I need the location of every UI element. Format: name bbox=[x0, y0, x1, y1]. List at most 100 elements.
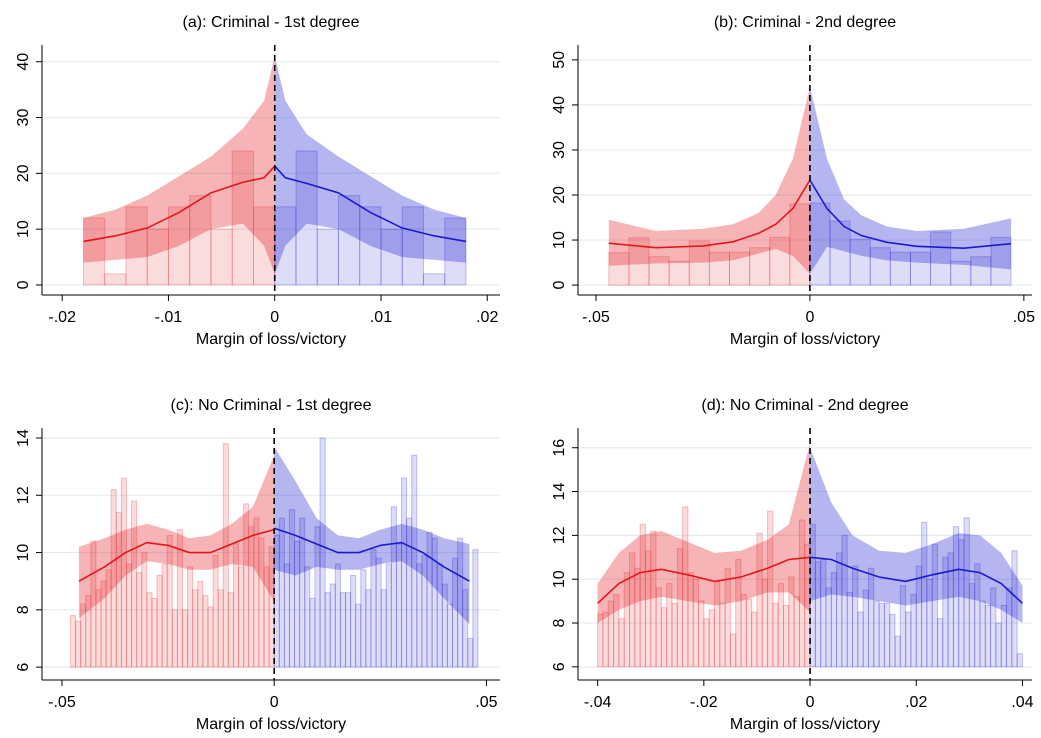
x-axis-label: Margin of loss/victory bbox=[730, 716, 880, 733]
histogram-bar bbox=[171, 609, 178, 668]
fit-line bbox=[78, 528, 275, 582]
histogram-bar bbox=[809, 523, 816, 668]
x-tick-label: 0 bbox=[270, 309, 279, 326]
histogram-bar bbox=[217, 589, 224, 668]
histogram-bar bbox=[395, 543, 403, 668]
y-tick-label: 40 bbox=[551, 96, 568, 114]
histogram-bar bbox=[344, 592, 352, 668]
x-tick-label: -.05 bbox=[582, 309, 610, 326]
histogram-bar bbox=[883, 602, 891, 668]
histogram-bar bbox=[671, 602, 678, 668]
histogram-bar bbox=[899, 585, 907, 668]
histogram-bar bbox=[597, 613, 604, 668]
histogram-bar bbox=[857, 611, 864, 668]
histogram-bar bbox=[995, 622, 1002, 668]
histogram-bar bbox=[110, 489, 117, 668]
histogram-bar bbox=[309, 597, 316, 668]
histogram-bar bbox=[915, 565, 923, 668]
histogram-bar bbox=[416, 563, 423, 668]
histogram-bar bbox=[100, 580, 107, 668]
histogram-bar bbox=[319, 437, 326, 668]
histogram-bar bbox=[889, 251, 911, 286]
histogram-bar bbox=[1016, 653, 1023, 668]
histogram-bar bbox=[772, 602, 779, 668]
x-tick-label: -.04 bbox=[584, 694, 612, 711]
histogram-bar bbox=[676, 548, 684, 668]
histogram-bar bbox=[125, 206, 148, 286]
histogram-bar bbox=[984, 604, 992, 668]
x-tick-label: .05 bbox=[1013, 309, 1035, 326]
confidence-band bbox=[608, 86, 810, 274]
histogram-bar bbox=[75, 620, 82, 668]
histogram-bar bbox=[176, 529, 183, 668]
chart-title: (a): Criminal - 1st degree bbox=[183, 14, 360, 31]
histogram-bar bbox=[337, 195, 361, 286]
histogram-bar bbox=[334, 563, 341, 668]
histogram-bar bbox=[401, 206, 424, 286]
chart-title: (d): No Criminal - 2nd degree bbox=[701, 397, 908, 414]
histogram-bar bbox=[782, 604, 790, 668]
x-tick-label: .02 bbox=[905, 694, 927, 711]
histogram-bar bbox=[623, 572, 631, 668]
histogram-bar bbox=[202, 595, 209, 668]
histogram-bar bbox=[894, 635, 901, 668]
histogram-bar bbox=[990, 236, 1012, 286]
histogram-bar bbox=[360, 569, 367, 668]
histogram-bar bbox=[634, 567, 641, 668]
histogram-bar bbox=[210, 228, 233, 286]
histogram-bar bbox=[444, 217, 467, 286]
y-tick-label: 8 bbox=[551, 618, 568, 627]
histogram-bar bbox=[974, 563, 981, 668]
histogram-bar bbox=[359, 206, 382, 286]
histogram-bar bbox=[422, 273, 446, 286]
histogram-bar bbox=[253, 517, 260, 668]
histogram-bar bbox=[385, 563, 392, 668]
histogram-bar bbox=[970, 256, 992, 286]
histogram-bar bbox=[852, 565, 859, 668]
histogram-bar bbox=[708, 251, 730, 286]
x-tick-label: -.05 bbox=[48, 694, 76, 711]
histogram-bar bbox=[401, 477, 408, 668]
histogram-bar bbox=[156, 574, 163, 668]
histogram-bar bbox=[814, 561, 822, 668]
histogram-bar bbox=[406, 517, 413, 668]
histogram-bar bbox=[650, 530, 657, 668]
histogram-bar bbox=[968, 583, 976, 668]
histogram-bar bbox=[836, 552, 843, 668]
histogram-bar bbox=[258, 537, 265, 668]
histogram-bar bbox=[682, 506, 689, 668]
histogram-bar bbox=[288, 509, 296, 668]
y-tick-label: 10 bbox=[551, 231, 568, 249]
histogram-bar bbox=[441, 583, 448, 668]
histogram-bar bbox=[756, 532, 763, 668]
histogram-bar bbox=[207, 606, 214, 668]
histogram-bar bbox=[243, 503, 250, 668]
histogram-bar bbox=[749, 247, 771, 286]
histogram-bar bbox=[457, 537, 464, 668]
histogram-bar bbox=[628, 237, 650, 286]
histogram-bar bbox=[905, 611, 912, 668]
histogram-bar bbox=[798, 519, 806, 668]
histogram-bar bbox=[232, 543, 240, 668]
histogram-bar bbox=[666, 583, 673, 668]
histogram-bar bbox=[728, 251, 751, 286]
histogram-bar bbox=[607, 600, 615, 668]
histogram-bar bbox=[878, 602, 885, 668]
histogram-bar bbox=[820, 558, 827, 668]
y-tick-label: 50 bbox=[551, 51, 568, 69]
histogram-bar bbox=[181, 609, 189, 668]
histogram-bar bbox=[380, 228, 403, 286]
histogram-bar bbox=[95, 589, 102, 668]
histogram-bar bbox=[197, 580, 204, 668]
y-tick-label: 10 bbox=[15, 544, 32, 562]
y-tick-label: 0 bbox=[551, 281, 568, 290]
histogram-bar bbox=[166, 534, 173, 668]
histogram-bar bbox=[283, 563, 290, 668]
histogram-bar bbox=[724, 567, 731, 668]
histogram-bar bbox=[936, 618, 944, 668]
x-axis-label: Margin of loss/victory bbox=[730, 331, 880, 348]
histogram-bar bbox=[639, 523, 646, 668]
histogram-bar bbox=[1011, 550, 1018, 668]
x-tick-label: 0 bbox=[806, 694, 815, 711]
histogram-bar bbox=[767, 510, 774, 668]
